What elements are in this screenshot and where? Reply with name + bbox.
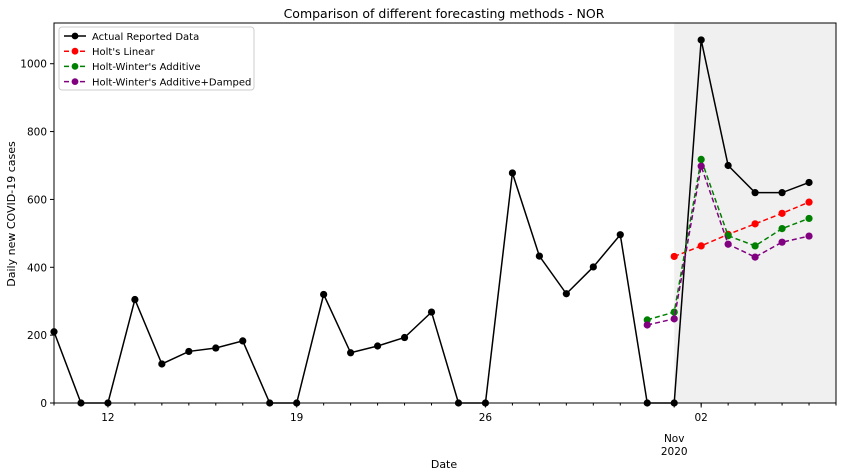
legend-label: Holt-Winter's Additive xyxy=(92,62,201,73)
legend-label: Actual Reported Data xyxy=(92,32,199,43)
series-1-point xyxy=(373,342,382,350)
y-tick-label: 200 xyxy=(27,330,47,342)
series-2-point xyxy=(751,220,759,228)
series-4-point xyxy=(805,232,813,240)
series-2-point xyxy=(697,242,705,250)
y-tick-label: 800 xyxy=(27,127,47,139)
series-1-point xyxy=(616,231,624,239)
series-1-point xyxy=(778,189,786,197)
series-1-point xyxy=(400,333,409,342)
series-3-point xyxy=(643,316,651,324)
series-4-point xyxy=(724,240,732,248)
series-3-point xyxy=(778,225,786,233)
series-1-point xyxy=(212,344,220,352)
legend-marker xyxy=(71,32,79,40)
series-1-point xyxy=(751,189,759,197)
series-1-point xyxy=(347,349,355,357)
series-1-point xyxy=(131,295,139,304)
series-3-point xyxy=(751,242,759,250)
series-1-point xyxy=(589,263,597,271)
y-tick-label: 0 xyxy=(40,398,47,410)
series-1-point xyxy=(805,178,813,187)
series-3-point xyxy=(805,214,813,223)
series-2-point xyxy=(670,252,678,261)
x-tick-label: 12 xyxy=(101,412,114,424)
legend-marker xyxy=(71,63,79,70)
series-4-point xyxy=(697,162,705,170)
legend-label: Holt-Winter's Additive+Damped xyxy=(92,77,251,88)
series-4-point xyxy=(751,253,759,261)
series-1-point xyxy=(535,252,543,260)
y-axis-label: Daily new COVID-19 cases xyxy=(5,141,18,287)
series-1-point xyxy=(508,169,517,177)
plot-frame xyxy=(53,22,837,404)
series-1-point xyxy=(158,360,166,368)
x-tick-label: Nov xyxy=(664,433,685,445)
series-4-point xyxy=(670,315,678,323)
series-1-point xyxy=(724,161,732,170)
legend-label: Holt's Linear xyxy=(92,47,155,58)
series-1-point xyxy=(185,347,193,356)
legend-marker xyxy=(71,78,79,85)
y-tick-label: 400 xyxy=(27,262,47,274)
series-1-point xyxy=(697,36,705,44)
legend-marker xyxy=(71,47,79,55)
x-axis-label: Date xyxy=(431,458,458,471)
series-4-point xyxy=(778,238,786,246)
series-line-2 xyxy=(673,201,810,258)
series-3-point xyxy=(670,308,678,316)
series-2-point xyxy=(778,209,786,217)
series-4-point xyxy=(643,321,651,329)
series-1-point xyxy=(427,308,436,316)
legend-box xyxy=(58,26,255,91)
y-tick-label: 1000 xyxy=(20,59,47,71)
x-tick-label: 19 xyxy=(290,412,303,424)
legend: Actual Reported Data Holt's Linear Holt-Wi… xyxy=(58,26,255,91)
series-3-point xyxy=(697,155,705,163)
forecast-region xyxy=(674,23,836,403)
series-1-point xyxy=(239,337,247,345)
x-tick-label: 26 xyxy=(479,412,493,424)
chart-title: Comparison of different forecasting meth… xyxy=(284,6,605,21)
x-tick-label: 02 xyxy=(694,412,707,424)
series-1-point xyxy=(320,290,328,299)
y-tick-label: 600 xyxy=(27,194,47,206)
series-1-point xyxy=(562,290,570,298)
x-tick-label: 2020 xyxy=(661,446,688,458)
series-2-point xyxy=(805,198,813,206)
